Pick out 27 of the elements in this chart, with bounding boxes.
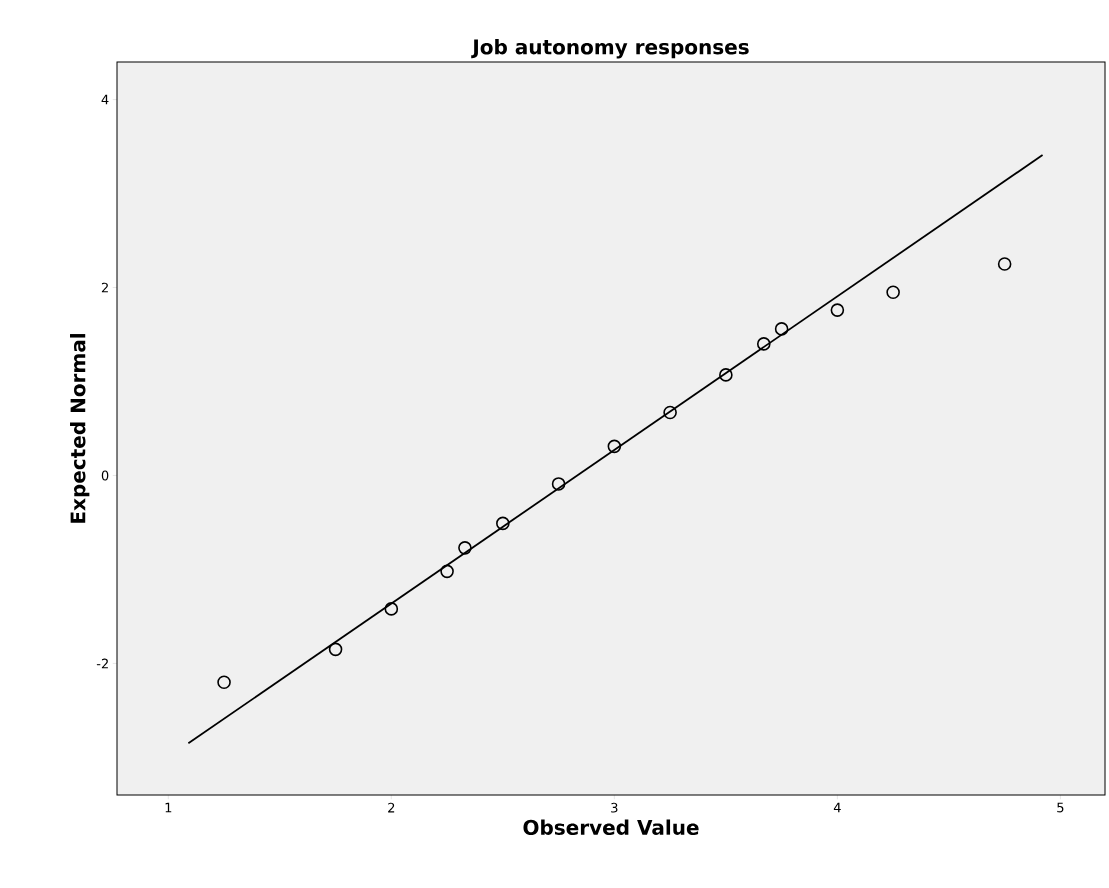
y-tick-label: 0: [101, 470, 109, 481]
point: [440, 564, 454, 579]
x-tick-label: 1: [165, 802, 172, 813]
x-tick-label: 5: [1057, 802, 1064, 813]
x-axis-title: Observed Value: [523, 819, 699, 835]
y-tick-label: 4: [101, 94, 109, 105]
point: [458, 541, 472, 555]
point: [217, 675, 231, 690]
point: [551, 477, 566, 491]
point: [607, 439, 622, 454]
point: [328, 642, 343, 657]
point: [663, 405, 677, 420]
x-tick-label: 4: [833, 802, 841, 813]
point: [774, 322, 789, 336]
point: [756, 337, 771, 351]
point: [830, 303, 845, 317]
point: [886, 285, 900, 300]
x-tick-label: 2: [388, 802, 395, 813]
y-axis-title: Expected Normal: [70, 334, 90, 523]
point: [384, 602, 399, 616]
point: [719, 368, 733, 382]
y-tick-label: -2: [96, 658, 108, 669]
point: [496, 516, 510, 531]
point: [997, 257, 1012, 271]
y-tick-label: 2: [101, 282, 108, 293]
x-tick-label: 3: [611, 802, 618, 813]
chart-title: Job autonomy responses: [471, 38, 749, 59]
